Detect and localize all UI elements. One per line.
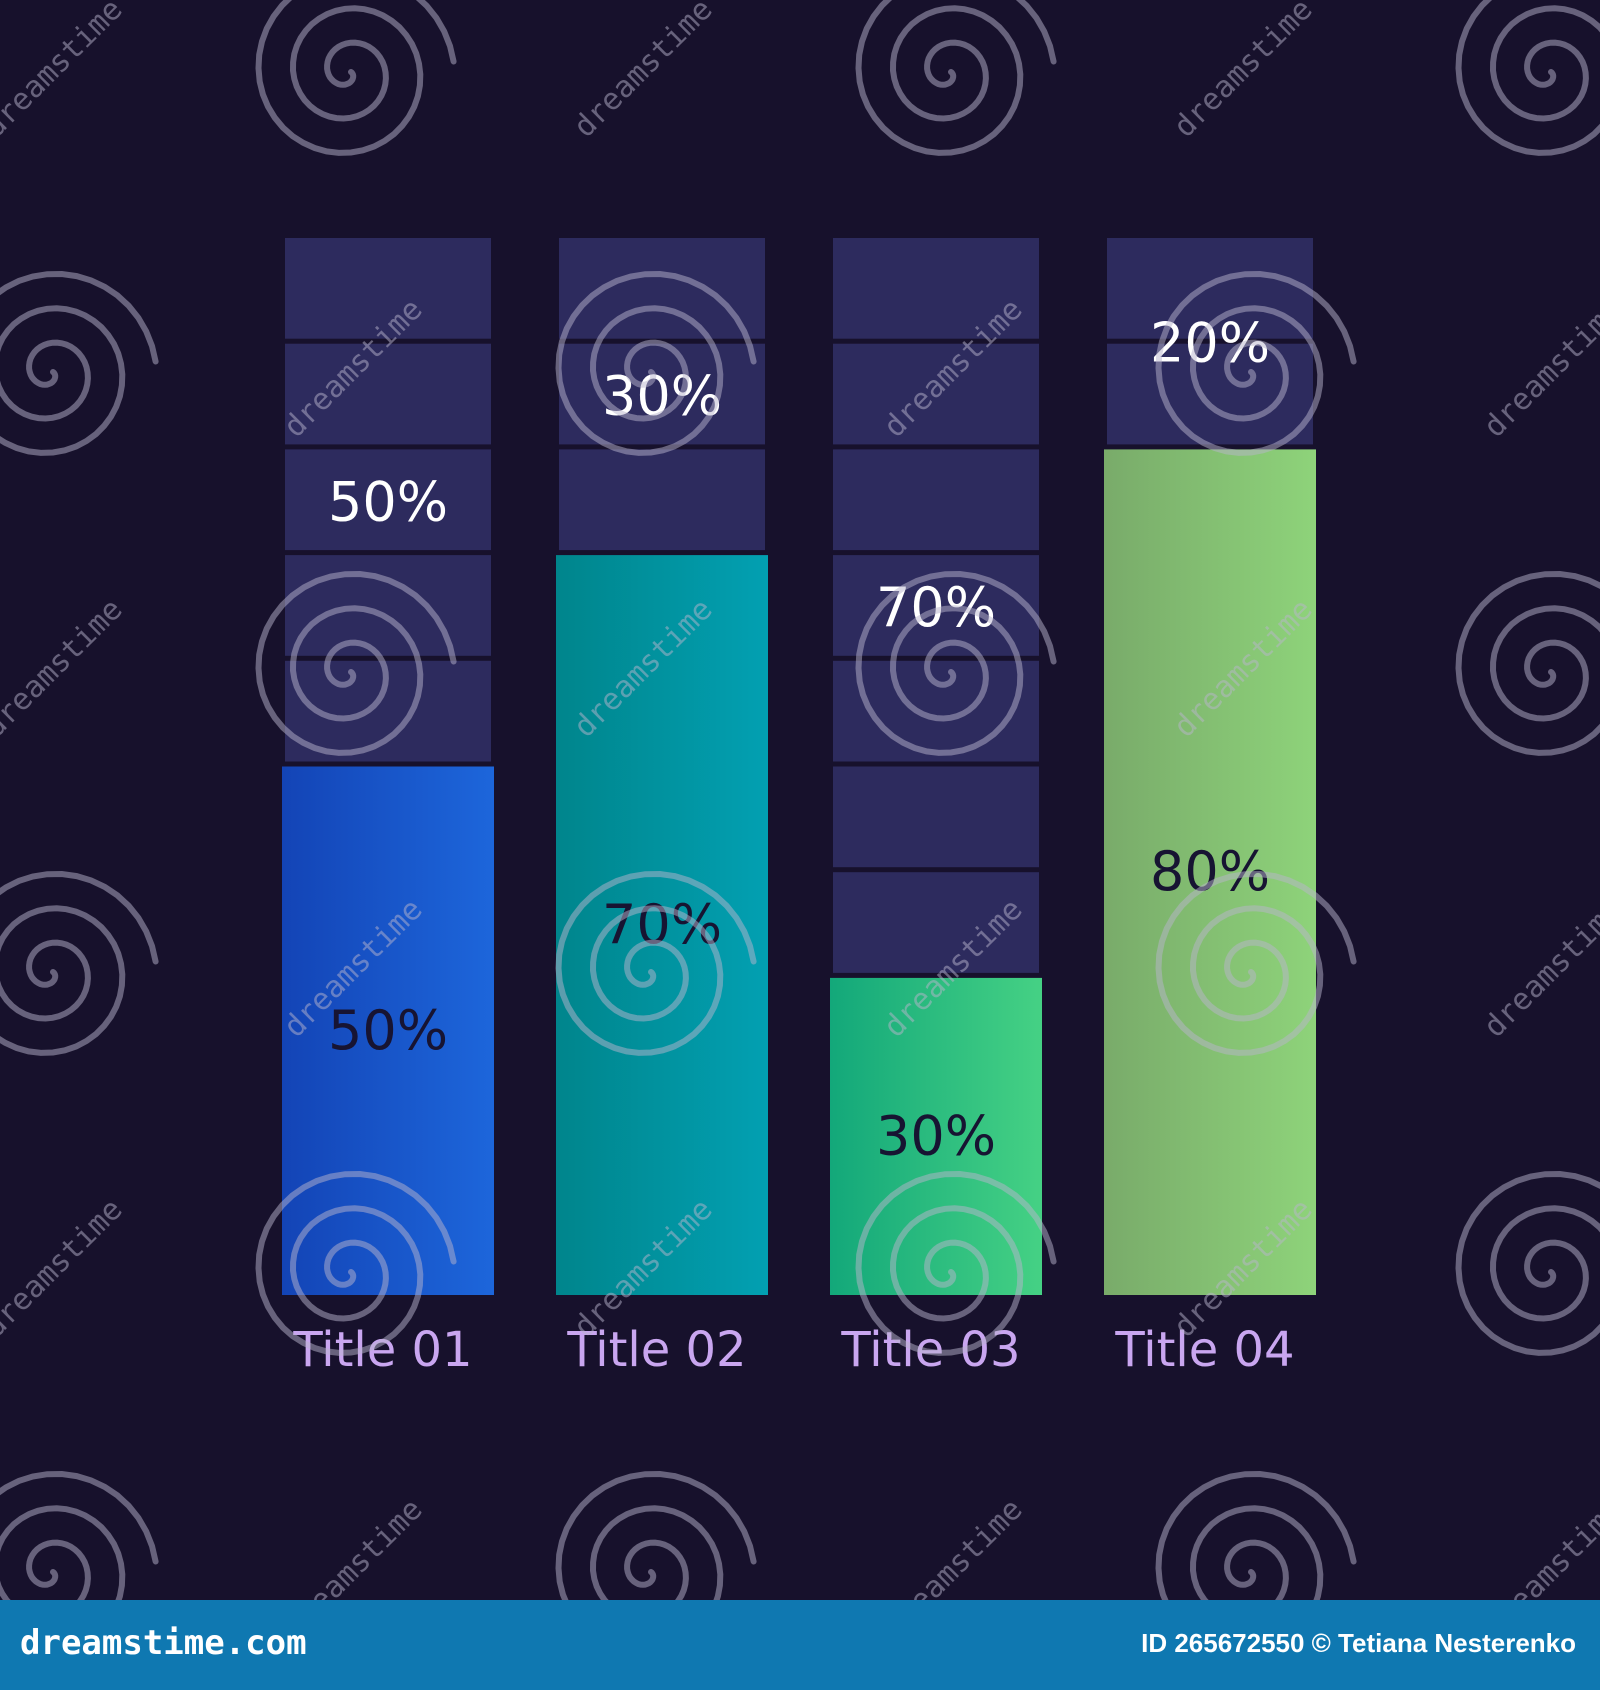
bar-title-01 (282, 766, 494, 1295)
track-segment (833, 872, 1039, 973)
remainder-label-title-03: 70% (876, 576, 996, 639)
footer-bar: dreamstime.com ID 265672550 © Tetiana Ne… (0, 1600, 1600, 1690)
track-segment (285, 238, 491, 339)
spiral-logo-icon (1455, 570, 1600, 756)
spiral-logo-icon (555, 270, 757, 456)
category-label-title-04: Title 04 (1114, 1322, 1294, 1378)
spiral-logo-icon (1455, 0, 1600, 156)
bars (282, 449, 1316, 1295)
bar-title-02 (556, 555, 768, 1295)
track-segment (285, 449, 491, 551)
track-segment (559, 449, 765, 551)
spiral-logo-icon (855, 570, 1057, 756)
watermark-text: dreamstime (1167, 0, 1319, 145)
spiral-logo-icon (0, 1470, 159, 1600)
watermark-text: dreamstime (877, 1492, 1029, 1600)
spiral-logo-icon (255, 570, 457, 756)
spiral-logo-icon (0, 870, 159, 1056)
remainder-label-title-02: 30% (602, 365, 722, 428)
spiral-logo-icon (255, 0, 457, 156)
track-segment (833, 660, 1039, 762)
spiral-logo-icon (555, 1470, 757, 1600)
watermark-text: dreamstime (0, 0, 130, 145)
track-segment (833, 766, 1039, 868)
watermark-text: dreamstime (1477, 292, 1600, 444)
watermark-text: dreamstime (567, 0, 719, 145)
spiral-logo-icon (0, 270, 159, 456)
spiral-logo-icon (1155, 1470, 1357, 1600)
value-label-title-03: 30% (876, 1104, 996, 1167)
spiral-logo-icon (255, 1170, 457, 1356)
track-segment (559, 238, 765, 339)
watermark-text: dreamstime (0, 592, 130, 744)
spiral-logo-icon (555, 870, 757, 1056)
image-credit: ID 265672550 © Tetiana Nesterenko (1141, 1628, 1576, 1658)
watermark-text: dreamstime (1477, 1492, 1600, 1600)
value-label-title-01: 50% (328, 999, 448, 1062)
remainder-label-title-01: 50% (328, 470, 448, 533)
category-label-title-02: Title 02 (566, 1322, 746, 1378)
track-segment (833, 238, 1039, 339)
track-segment (285, 555, 491, 656)
bar-title-03 (830, 977, 1042, 1295)
spiral-logo-icon (1155, 270, 1357, 456)
bar-title-04 (1104, 449, 1316, 1295)
track-segment (285, 343, 491, 445)
spiral-logo-icon (855, 1170, 1057, 1356)
track-segment (833, 343, 1039, 445)
watermark-text: dreamstime (277, 1492, 429, 1600)
track-segment (833, 449, 1039, 551)
spiral-logo-icon (1455, 1170, 1600, 1356)
spiral-logo-icon (855, 0, 1057, 156)
watermark-text: dreamstime (0, 1192, 130, 1344)
watermark-layer: dreamstime dreamstime dreamstime dreamstime… (0, 0, 1600, 1600)
track-segment (833, 555, 1039, 656)
spiral-logo-icon (1155, 870, 1357, 1056)
watermark-text: dreamstime (1477, 892, 1600, 1044)
site-name[interactable]: dreamstime.com (20, 1623, 307, 1663)
